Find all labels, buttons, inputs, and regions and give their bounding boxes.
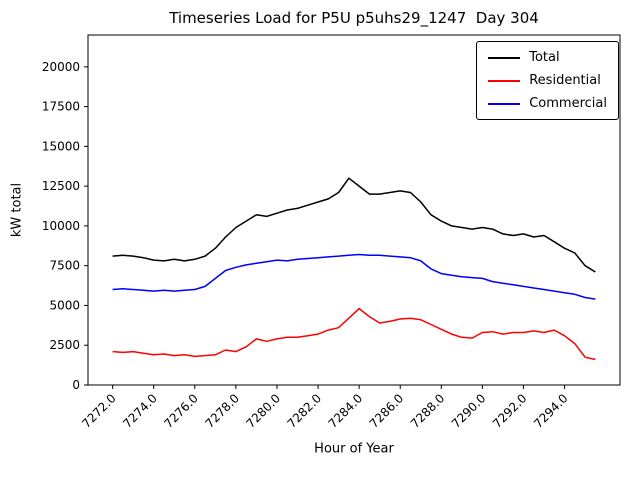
- x-tick-label: 7280.0: [243, 391, 283, 431]
- x-tick-label: 7294.0: [531, 391, 571, 431]
- x-tick-label: 7282.0: [285, 391, 325, 431]
- y-axis-label: kW total: [9, 182, 25, 238]
- y-tick-label: 0: [72, 378, 80, 392]
- legend: Total Residential Commercial: [476, 41, 619, 120]
- y-tick-label: 5000: [49, 298, 80, 312]
- x-tick-label: 7292.0: [490, 391, 530, 431]
- y-tick-label: 10000: [42, 219, 80, 233]
- series-line-commercial: [112, 253, 596, 300]
- legend-line-swatch-residential: [488, 79, 521, 82]
- x-axis-label: Hour of Year: [314, 441, 394, 457]
- legend-line-swatch-commercial: [488, 102, 521, 105]
- y-tick-label: 17500: [42, 100, 80, 114]
- x-tick-label: 7278.0: [202, 391, 242, 431]
- y-tick-label: 7500: [49, 259, 80, 273]
- legend-label-commercial: Commercial: [529, 96, 607, 111]
- x-tick-label: 7288.0: [408, 391, 448, 431]
- series-line-residential: [112, 307, 596, 361]
- x-tick-label: 7290.0: [449, 391, 489, 431]
- y-tick-label: 2500: [49, 338, 80, 352]
- y-tick-label: 12500: [42, 179, 80, 193]
- legend-item-commercial: Commercial: [488, 95, 607, 112]
- x-tick-label: 7276.0: [161, 391, 201, 431]
- axes-box: [87, 34, 621, 386]
- legend-label-total: Total: [529, 50, 560, 65]
- legend-item-total: Total: [488, 49, 607, 66]
- legend-item-residential: Residential: [488, 72, 607, 89]
- chart-title: Timeseries Load for P5U p5uhs29_1247 Day…: [169, 9, 539, 27]
- x-tick-label: 7272.0: [79, 391, 119, 431]
- x-tick-label: 7274.0: [120, 391, 160, 431]
- series-line-total: [112, 177, 596, 273]
- legend-label-residential: Residential: [529, 73, 601, 88]
- y-tick-label: 15000: [42, 139, 80, 153]
- x-tick-label: 7286.0: [367, 391, 407, 431]
- x-tick-label: 7284.0: [326, 391, 366, 431]
- y-tick-label: 20000: [42, 60, 80, 74]
- legend-line-swatch-total: [488, 56, 521, 59]
